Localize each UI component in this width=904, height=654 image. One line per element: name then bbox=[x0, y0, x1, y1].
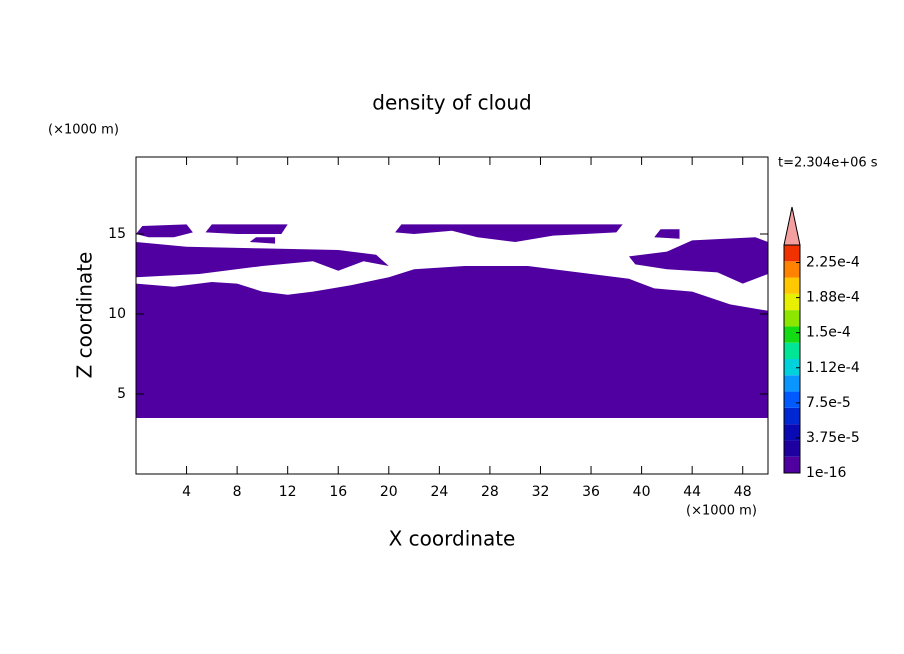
cloud-region bbox=[654, 229, 680, 239]
x-tick-label: 4 bbox=[182, 484, 191, 500]
colorbar-box bbox=[784, 261, 800, 278]
x-tick-label: 12 bbox=[279, 484, 297, 500]
annotation: t=2.304e+06 s bbox=[778, 156, 878, 171]
x-tick-label: 36 bbox=[582, 484, 600, 500]
colorbar-tick-label: 3.75e-5 bbox=[806, 430, 860, 446]
cloud-region bbox=[395, 224, 623, 242]
y-tick-label: 10 bbox=[108, 306, 126, 322]
colorbar-tick-label: 1.88e-4 bbox=[806, 290, 860, 306]
x-tick-label: 44 bbox=[683, 484, 701, 500]
x-tick-label: 16 bbox=[329, 484, 347, 500]
x-tick-label: 40 bbox=[633, 484, 651, 500]
colorbar-extend bbox=[783, 206, 801, 246]
colorbar-box bbox=[784, 440, 800, 457]
colorbar-box bbox=[784, 326, 800, 343]
cloud-region bbox=[136, 224, 193, 238]
colorbar-tick-label: 1.5e-4 bbox=[806, 325, 851, 341]
colorbar-box bbox=[784, 293, 800, 311]
x-tick-label: 28 bbox=[481, 484, 499, 500]
colorbar-box bbox=[784, 375, 800, 392]
y-axis-label: Z coordinate bbox=[73, 252, 97, 379]
colorbar-tick-label: 1.12e-4 bbox=[806, 360, 860, 376]
x-tick-label: 48 bbox=[734, 484, 752, 500]
x-tick-label: 20 bbox=[380, 484, 398, 500]
cloud-region bbox=[628, 237, 768, 284]
colorbar-box bbox=[784, 359, 800, 376]
chart-title: density of cloud bbox=[372, 91, 531, 115]
colorbar-box bbox=[784, 245, 800, 262]
colorbar-frame bbox=[783, 244, 801, 474]
colorbar-box bbox=[784, 456, 800, 473]
x-tick-label: 32 bbox=[532, 484, 550, 500]
y-tick-label: 15 bbox=[108, 226, 126, 242]
x-tick-label: 24 bbox=[430, 484, 448, 500]
colorbar-box bbox=[784, 391, 800, 408]
colorbar-box bbox=[784, 342, 800, 359]
colorbar-tick-label: 7.5e-5 bbox=[806, 395, 851, 411]
colorbar-tick-label: 1e-16 bbox=[806, 465, 846, 481]
cloud-region bbox=[205, 224, 288, 234]
colorbar-box bbox=[784, 310, 800, 327]
x-axis-label: X coordinate bbox=[389, 527, 516, 551]
cloud-region bbox=[136, 242, 389, 278]
colorbar-box bbox=[784, 424, 800, 441]
x-tick-label: 8 bbox=[233, 484, 242, 500]
colorbar-box bbox=[784, 407, 800, 425]
colorbar-box bbox=[784, 277, 800, 294]
y-tick-label: 5 bbox=[117, 386, 126, 402]
x-unit: (×1000 m) bbox=[686, 504, 757, 519]
cloud-region bbox=[249, 237, 276, 244]
y-unit: (×1000 m) bbox=[48, 123, 119, 138]
plot-frame bbox=[135, 156, 769, 475]
colorbar-tick-label: 2.25e-4 bbox=[806, 255, 860, 271]
cloud-region bbox=[136, 266, 768, 418]
